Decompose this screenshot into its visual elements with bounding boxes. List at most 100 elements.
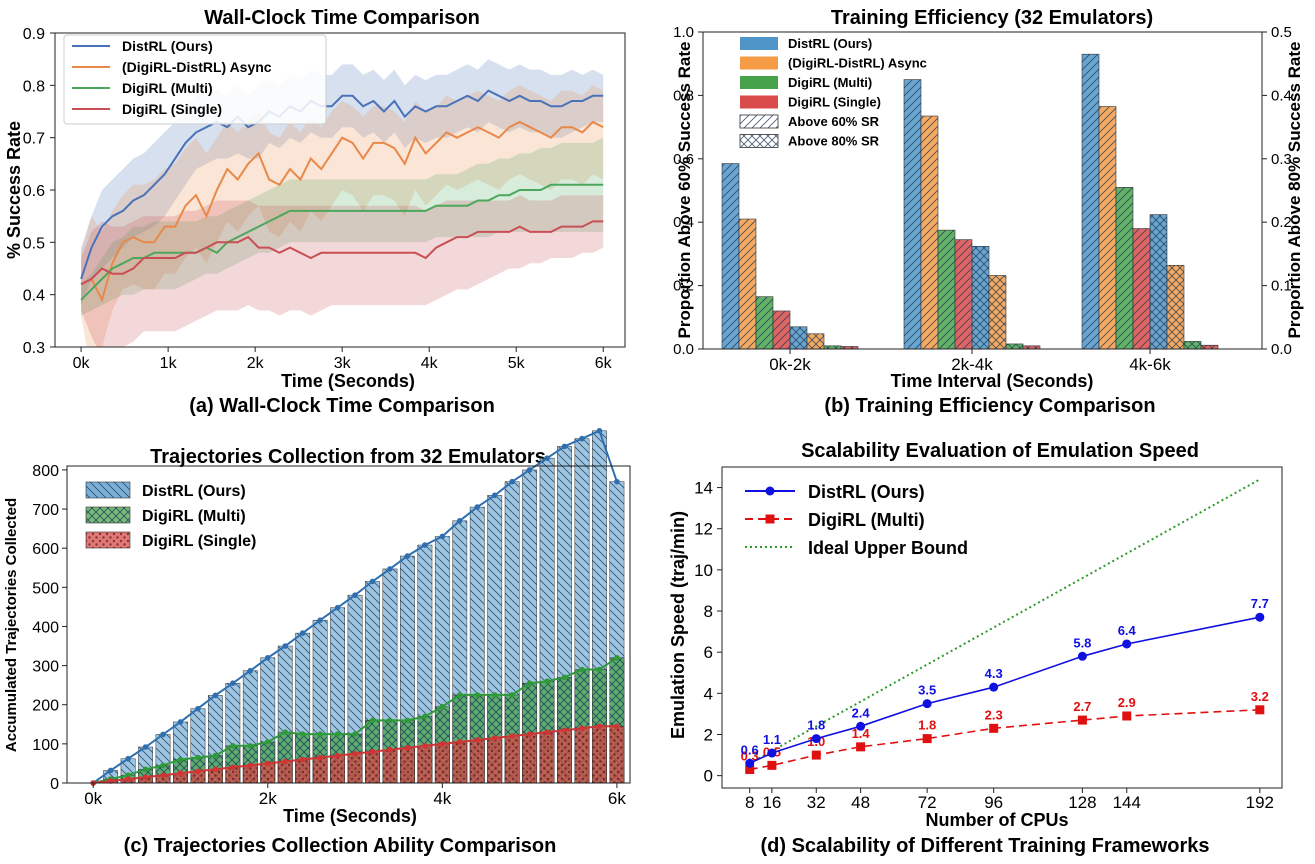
legend-label: Above 60% SR: [788, 114, 880, 129]
data-point: [299, 630, 306, 636]
data-point: [474, 504, 481, 510]
ylabel-b-right: Proportion Above 80% Success Rate: [1285, 42, 1304, 339]
panel-d-scalability: 0.30.51.01.41.82.32.72.93.20.61.11.82.43…: [694, 466, 1283, 812]
legend-hatch: [740, 134, 778, 148]
y-tick-label: 0: [704, 767, 713, 786]
data-point: [212, 766, 219, 773]
data-point: [264, 654, 271, 661]
legend-label: (DigiRL-DistRL) Async: [122, 59, 272, 75]
bar-hatch: [1167, 265, 1184, 349]
ci-band: [81, 195, 604, 347]
data-point: [767, 760, 777, 770]
data-point: [142, 774, 149, 780]
data-label: 2.7: [1073, 699, 1091, 714]
series-line: [80, 120, 604, 303]
x-tick-label: 144: [1113, 793, 1141, 812]
bar-hatch: [592, 726, 607, 783]
data-point: [526, 731, 533, 737]
xlabel-c: Time (Seconds): [283, 806, 417, 826]
data-point: [1255, 612, 1265, 622]
bar-hatch: [1082, 54, 1099, 349]
data-label: 1.8: [807, 718, 825, 733]
data-point: [160, 731, 166, 738]
bar-hatch: [382, 749, 398, 783]
data-label: 3.2: [1251, 689, 1269, 704]
data-point: [299, 731, 306, 737]
y-tick-label: 8: [704, 602, 713, 621]
bar-hatch: [400, 747, 415, 783]
data-point: [317, 617, 323, 623]
bar-hatch: [1116, 187, 1133, 349]
data-point: [369, 748, 376, 755]
data-point: [125, 776, 131, 782]
series-line: [80, 220, 604, 286]
y-tick-label: 0.7: [23, 131, 45, 148]
data-point: [404, 717, 411, 724]
legend-label: DigiRL (Single): [788, 95, 881, 110]
data-point: [422, 542, 428, 548]
data-point: [387, 717, 393, 724]
y-tick-label: 0.2: [673, 278, 694, 295]
data-point: [526, 680, 533, 687]
data-point: [509, 733, 515, 739]
y-tick-label: 2: [704, 726, 713, 745]
x-tick-label: 8: [745, 793, 754, 812]
y-tick-label: 0.3: [23, 340, 45, 357]
data-point: [596, 427, 603, 434]
data-point: [212, 752, 219, 759]
ylabel-b: Proportion Above 60% Success Rate: [675, 42, 694, 339]
data-point: [247, 762, 254, 769]
bar-hatch: [155, 775, 171, 783]
y-tick-label: 400: [32, 619, 59, 636]
legend-label: DistRL (Ours): [788, 36, 872, 51]
legend-label: DigiRL (Multi): [788, 75, 872, 90]
y-tick-label: 200: [32, 698, 59, 715]
legend-label: Above 80% SR: [788, 134, 880, 149]
data-point: [561, 727, 568, 733]
x-tick-label: 6k: [608, 789, 626, 808]
y-tick-label: 800: [32, 463, 59, 480]
data-point: [160, 772, 166, 778]
data-point: [745, 764, 755, 774]
data-label: 6.4: [1118, 623, 1137, 638]
data-point: [456, 517, 463, 524]
data-point: [439, 703, 446, 710]
data-point: [247, 743, 254, 749]
x-tick-label: 0k: [73, 355, 91, 372]
x-tick-label: 2k-4k: [951, 355, 993, 374]
x-tick-label: 4k: [421, 355, 439, 372]
caption-a: (a) Wall-Clock Time Comparison: [189, 395, 495, 417]
legend-hatch: [86, 507, 130, 523]
series-line-distrl: [749, 616, 1260, 765]
data-point: [856, 742, 866, 752]
data-point: [456, 739, 463, 745]
bar-hatch: [470, 739, 485, 783]
bar-hatch: [138, 777, 153, 783]
data-point: [989, 723, 999, 733]
y-tick-label: 500: [32, 580, 59, 597]
legend-marker: [765, 514, 775, 524]
bar-hatch: [1201, 345, 1218, 349]
data-point: [1077, 715, 1087, 725]
legend-marker: [765, 486, 775, 496]
plot-frame: [721, 466, 1283, 789]
data-point: [142, 744, 149, 750]
data-label: 1.1: [763, 732, 781, 747]
x-tick-label: 4k: [433, 789, 451, 808]
data-point: [561, 674, 568, 681]
data-point: [160, 762, 166, 769]
data-point: [544, 455, 550, 461]
x-tick-label: 16: [762, 793, 781, 812]
panel-a-wallclock: 0.3 0.4 0.5 0.6 0.7 0.8 0.9 0k 1k 2k 3k 4k 5k 6k DistR…: [23, 26, 626, 372]
bar-hatch: [1184, 341, 1201, 349]
legend-label: (DigiRL-DistRL) Async: [788, 56, 927, 71]
data-label: 2.3: [985, 707, 1003, 722]
data-point: [596, 723, 603, 730]
bar-hatch: [190, 771, 206, 783]
bar-hatch: [505, 736, 520, 783]
data-point: [247, 667, 254, 674]
data-point: [404, 744, 411, 751]
caption-d: (d) Scalability of Different Training Fr…: [761, 835, 1210, 857]
data-point: [404, 553, 411, 559]
